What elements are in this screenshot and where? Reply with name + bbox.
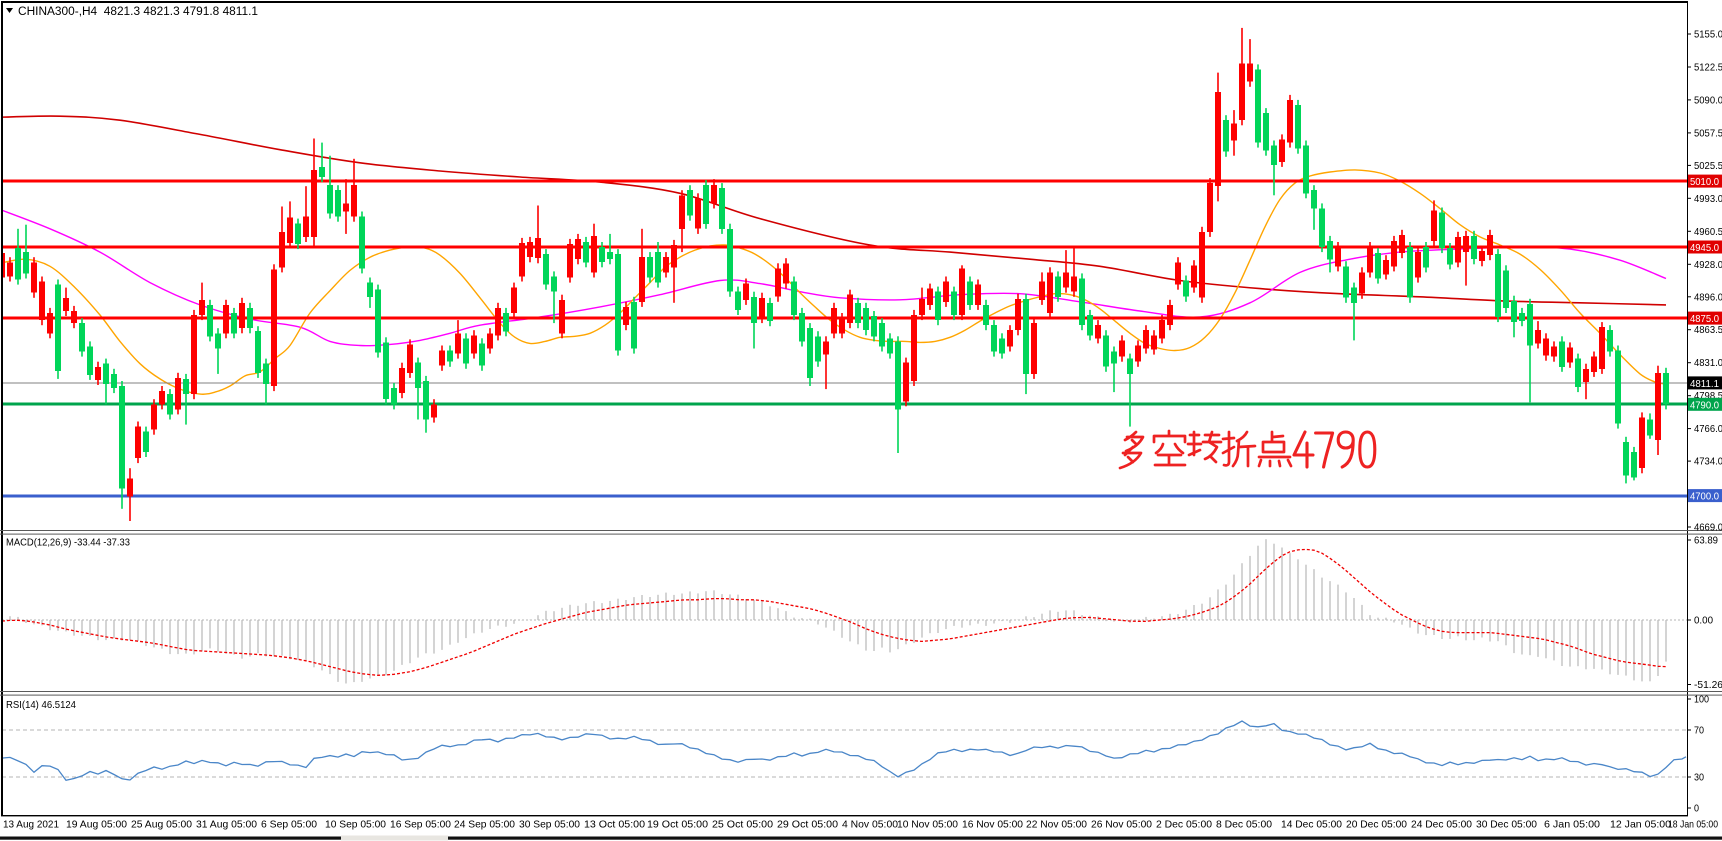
svg-text:13 Oct 05:00: 13 Oct 05:00 [584,819,645,831]
svg-text:19 Aug 05:00: 19 Aug 05:00 [66,819,127,831]
svg-text:4896.0: 4896.0 [1694,291,1722,303]
svg-text:10 Nov 05:00: 10 Nov 05:00 [897,819,958,831]
svg-text:16 Nov 05:00: 16 Nov 05:00 [962,819,1023,831]
svg-text:4993.0: 4993.0 [1694,193,1722,205]
svg-text:24 Sep 05:00: 24 Sep 05:00 [454,819,515,831]
svg-text:12 Jan 05:00: 12 Jan 05:00 [1610,819,1671,831]
svg-text:70: 70 [1694,725,1704,737]
svg-text:10 Sep 05:00: 10 Sep 05:00 [325,819,386,831]
svg-text:13 Aug 2021: 13 Aug 2021 [3,819,59,831]
svg-text:5025.5: 5025.5 [1694,160,1722,172]
svg-text:30 Dec 05:00: 30 Dec 05:00 [1476,819,1537,831]
svg-text:63.89: 63.89 [1694,535,1718,547]
svg-text:RSI(14) 46.5124: RSI(14) 46.5124 [6,699,76,711]
svg-text:0.00: 0.00 [1694,615,1713,627]
svg-text:5057.5: 5057.5 [1694,127,1722,139]
svg-text:25 Aug 05:00: 25 Aug 05:00 [131,819,192,831]
svg-text:4669.0: 4669.0 [1694,522,1722,534]
svg-text:18 Jan 05:00: 18 Jan 05:00 [1668,819,1718,831]
svg-text:0: 0 [1694,803,1699,815]
svg-text:30 Sep 05:00: 30 Sep 05:00 [519,819,580,831]
svg-text:4875.0: 4875.0 [1690,313,1719,325]
svg-text:4 Nov 05:00: 4 Nov 05:00 [842,819,898,831]
svg-text:4945.0: 4945.0 [1690,242,1719,254]
svg-text:4811.1: 4811.1 [1690,378,1719,390]
svg-text:4700.0: 4700.0 [1690,491,1719,503]
svg-text:31 Aug 05:00: 31 Aug 05:00 [196,819,257,831]
svg-text:5122.5: 5122.5 [1694,62,1722,74]
svg-text:4960.5: 4960.5 [1694,226,1722,238]
svg-text:24 Dec 05:00: 24 Dec 05:00 [1411,819,1472,831]
svg-text:2 Dec 05:00: 2 Dec 05:00 [1156,819,1212,831]
svg-text:26 Nov 05:00: 26 Nov 05:00 [1091,819,1152,831]
svg-text:20 Dec 05:00: 20 Dec 05:00 [1346,819,1407,831]
svg-text:5155.0: 5155.0 [1694,29,1722,41]
svg-text:4766.0: 4766.0 [1694,423,1722,435]
svg-text:5010.0: 5010.0 [1690,176,1719,188]
svg-text:22 Nov 05:00: 22 Nov 05:00 [1026,819,1087,831]
svg-text:CHINA300-,H4 4821.3 4821.3 47: CHINA300-,H4 4821.3 4821.3 4791.8 4811.1 [18,6,258,18]
svg-text:4928.0: 4928.0 [1694,259,1722,271]
svg-text:5090.0: 5090.0 [1694,94,1722,106]
svg-text:4790.0: 4790.0 [1690,399,1719,411]
svg-text:4734.0: 4734.0 [1694,456,1722,468]
svg-text:19 Oct 05:00: 19 Oct 05:00 [647,819,708,831]
svg-text:6 Sep 05:00: 6 Sep 05:00 [261,819,317,831]
svg-text:-51.26: -51.26 [1694,679,1722,691]
svg-text:25 Oct 05:00: 25 Oct 05:00 [712,819,773,831]
svg-text:MACD(12,26,9) -33.44 -37.33: MACD(12,26,9) -33.44 -37.33 [6,537,130,549]
svg-text:4863.5: 4863.5 [1694,324,1722,336]
svg-text:16 Sep 05:00: 16 Sep 05:00 [390,819,451,831]
svg-text:14 Dec 05:00: 14 Dec 05:00 [1281,819,1342,831]
svg-text:4831.0: 4831.0 [1694,357,1722,369]
svg-text:100: 100 [1694,694,1709,706]
svg-text:8 Dec 05:00: 8 Dec 05:00 [1216,819,1272,831]
svg-text:29 Oct 05:00: 29 Oct 05:00 [777,819,838,831]
svg-text:30: 30 [1694,772,1704,784]
svg-text:6 Jan 05:00: 6 Jan 05:00 [1544,819,1600,831]
